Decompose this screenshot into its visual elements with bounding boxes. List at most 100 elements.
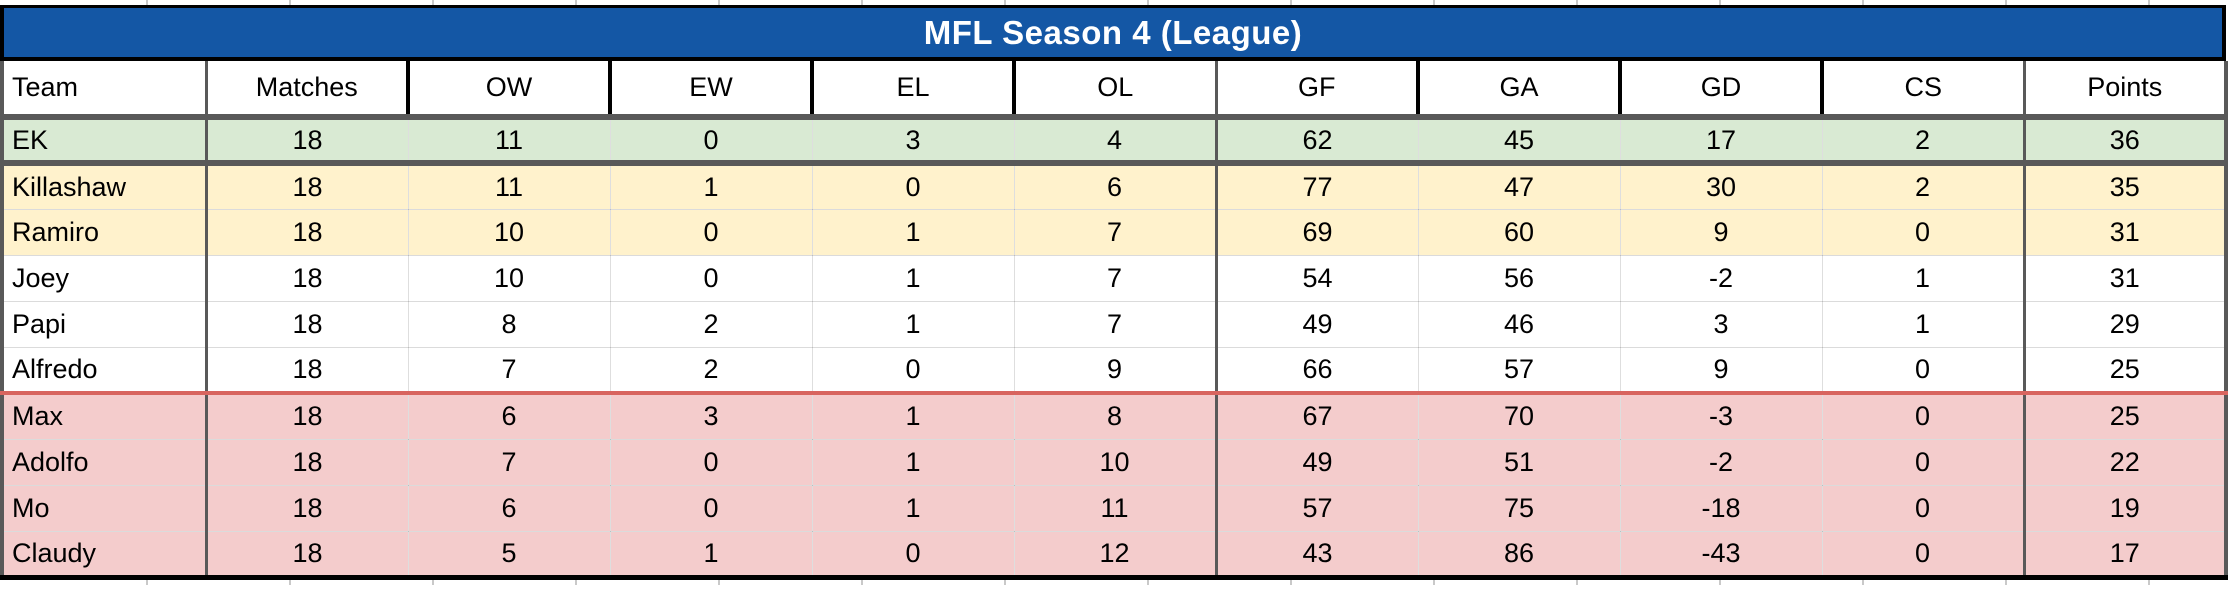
stat-cell-points[interactable]: 19 — [2024, 485, 2226, 532]
stat-cell-gf[interactable]: 62 — [1216, 117, 1419, 166]
team-name-cell[interactable]: Claudy — [2, 531, 208, 577]
stat-cell-ol[interactable]: 7 — [1014, 301, 1218, 348]
stat-cell-ow[interactable]: 10 — [408, 209, 611, 256]
column-header-ew[interactable]: EW — [610, 61, 814, 120]
stat-cell-cs[interactable]: 2 — [1822, 117, 2026, 166]
stat-cell-ow[interactable]: 5 — [408, 531, 611, 577]
stat-cell-el[interactable]: 1 — [812, 485, 1015, 532]
stat-cell-ew[interactable]: 0 — [610, 439, 813, 486]
stat-cell-cs[interactable]: 0 — [1822, 209, 2026, 256]
stat-cell-points[interactable]: 36 — [2024, 117, 2226, 166]
stat-cell-gd[interactable]: -2 — [1620, 255, 1823, 302]
stat-cell-el[interactable]: 1 — [812, 209, 1015, 256]
stat-cell-ol[interactable]: 11 — [1014, 485, 1218, 532]
stat-cell-ol[interactable]: 10 — [1014, 439, 1218, 486]
stat-cell-ew[interactable]: 0 — [610, 117, 813, 166]
stat-cell-gd[interactable]: 3 — [1620, 301, 1823, 348]
stat-cell-cs[interactable]: 0 — [1822, 393, 2026, 440]
stat-cell-ow[interactable]: 6 — [408, 485, 611, 532]
team-name-cell[interactable]: Joey — [2, 255, 208, 302]
stat-cell-points[interactable]: 22 — [2024, 439, 2226, 486]
stat-cell-ol[interactable]: 9 — [1014, 347, 1218, 395]
stat-cell-gd[interactable]: 9 — [1620, 347, 1823, 395]
stat-cell-points[interactable]: 31 — [2024, 255, 2226, 302]
column-header-gd[interactable]: GD — [1620, 61, 1824, 120]
stat-cell-el[interactable]: 1 — [812, 255, 1015, 302]
stat-cell-ow[interactable]: 11 — [408, 163, 611, 210]
stat-cell-matches[interactable]: 18 — [206, 117, 409, 166]
column-header-gf[interactable]: GF — [1216, 61, 1420, 120]
stat-cell-gd[interactable]: -3 — [1620, 393, 1823, 440]
stat-cell-points[interactable]: 35 — [2024, 163, 2226, 210]
column-header-ol[interactable]: OL — [1014, 61, 1218, 120]
stat-cell-el[interactable]: 0 — [812, 347, 1015, 395]
stat-cell-gd[interactable]: 30 — [1620, 163, 1823, 210]
column-header-matches[interactable]: Matches — [206, 61, 410, 120]
stat-cell-cs[interactable]: 0 — [1822, 485, 2026, 532]
stat-cell-gd[interactable]: -43 — [1620, 531, 1823, 577]
team-name-cell[interactable]: Adolfo — [2, 439, 208, 486]
stat-cell-gd[interactable]: -2 — [1620, 439, 1823, 486]
stat-cell-ow[interactable]: 7 — [408, 347, 611, 395]
stat-cell-el[interactable]: 1 — [812, 301, 1015, 348]
team-name-cell[interactable]: Alfredo — [2, 347, 208, 395]
stat-cell-gf[interactable]: 49 — [1216, 301, 1419, 348]
stat-cell-ga[interactable]: 86 — [1418, 531, 1621, 577]
column-header-points[interactable]: Points — [2024, 61, 2226, 120]
stat-cell-matches[interactable]: 18 — [206, 301, 409, 348]
stat-cell-cs[interactable]: 0 — [1822, 347, 2026, 395]
stat-cell-ow[interactable]: 7 — [408, 439, 611, 486]
stat-cell-ew[interactable]: 3 — [610, 393, 813, 440]
stat-cell-gd[interactable]: -18 — [1620, 485, 1823, 532]
stat-cell-gf[interactable]: 49 — [1216, 439, 1419, 486]
stat-cell-matches[interactable]: 18 — [206, 439, 409, 486]
team-name-cell[interactable]: EK — [2, 117, 208, 166]
stat-cell-ga[interactable]: 60 — [1418, 209, 1621, 256]
stat-cell-points[interactable]: 25 — [2024, 347, 2226, 395]
stat-cell-ol[interactable]: 8 — [1014, 393, 1218, 440]
stat-cell-ow[interactable]: 10 — [408, 255, 611, 302]
stat-cell-cs[interactable]: 0 — [1822, 439, 2026, 486]
stat-cell-matches[interactable]: 18 — [206, 485, 409, 532]
stat-cell-cs[interactable]: 0 — [1822, 531, 2026, 577]
stat-cell-ga[interactable]: 75 — [1418, 485, 1621, 532]
stat-cell-cs[interactable]: 1 — [1822, 255, 2026, 302]
column-header-ga[interactable]: GA — [1418, 61, 1622, 120]
stat-cell-ow[interactable]: 11 — [408, 117, 611, 166]
column-header-team[interactable]: Team — [2, 61, 208, 120]
team-name-cell[interactable]: Mo — [2, 485, 208, 532]
stat-cell-ew[interactable]: 0 — [610, 209, 813, 256]
stat-cell-gf[interactable]: 57 — [1216, 485, 1419, 532]
column-header-ow[interactable]: OW — [408, 61, 612, 120]
stat-cell-ew[interactable]: 1 — [610, 163, 813, 210]
stat-cell-matches[interactable]: 18 — [206, 255, 409, 302]
stat-cell-ew[interactable]: 1 — [610, 531, 813, 577]
stat-cell-gf[interactable]: 67 — [1216, 393, 1419, 440]
stat-cell-gf[interactable]: 69 — [1216, 209, 1419, 256]
team-name-cell[interactable]: Max — [2, 393, 208, 440]
stat-cell-cs[interactable]: 2 — [1822, 163, 2026, 210]
stat-cell-matches[interactable]: 18 — [206, 209, 409, 256]
stat-cell-el[interactable]: 1 — [812, 393, 1015, 440]
stat-cell-ol[interactable]: 4 — [1014, 117, 1218, 166]
stat-cell-ga[interactable]: 47 — [1418, 163, 1621, 210]
stat-cell-ol[interactable]: 7 — [1014, 209, 1218, 256]
stat-cell-gf[interactable]: 54 — [1216, 255, 1419, 302]
stat-cell-points[interactable]: 29 — [2024, 301, 2226, 348]
stat-cell-points[interactable]: 17 — [2024, 531, 2226, 577]
stat-cell-ga[interactable]: 57 — [1418, 347, 1621, 395]
stat-cell-ga[interactable]: 56 — [1418, 255, 1621, 302]
stat-cell-gf[interactable]: 66 — [1216, 347, 1419, 395]
stat-cell-matches[interactable]: 18 — [206, 531, 409, 577]
stat-cell-points[interactable]: 31 — [2024, 209, 2226, 256]
stat-cell-ol[interactable]: 6 — [1014, 163, 1218, 210]
stat-cell-gf[interactable]: 77 — [1216, 163, 1419, 210]
stat-cell-gd[interactable]: 17 — [1620, 117, 1823, 166]
team-name-cell[interactable]: Papi — [2, 301, 208, 348]
team-name-cell[interactable]: Killashaw — [2, 163, 208, 210]
stat-cell-ew[interactable]: 2 — [610, 347, 813, 395]
stat-cell-gd[interactable]: 9 — [1620, 209, 1823, 256]
stat-cell-ew[interactable]: 2 — [610, 301, 813, 348]
stat-cell-points[interactable]: 25 — [2024, 393, 2226, 440]
stat-cell-ol[interactable]: 12 — [1014, 531, 1218, 577]
